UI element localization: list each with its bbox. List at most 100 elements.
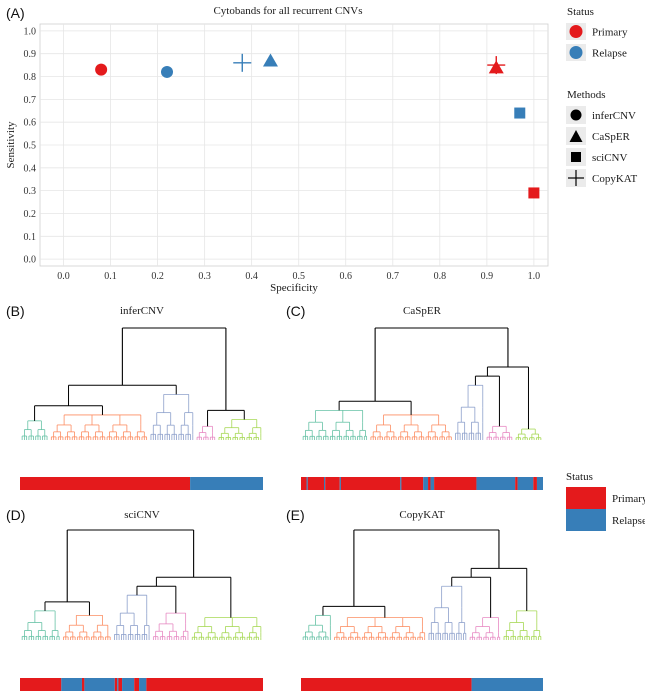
- dendrogram-cluster: [114, 594, 150, 640]
- dendrogram-cluster: [486, 425, 513, 440]
- panel-label-c: (C): [286, 303, 305, 319]
- panel-label-a: (A): [6, 5, 25, 21]
- status-segment-relapse: [339, 477, 341, 490]
- panel-label-d: (D): [6, 507, 25, 523]
- status-segment-primary: [81, 678, 85, 691]
- legend-infercnv-circle-icon: [570, 109, 582, 121]
- dendrogram-cluster: [302, 409, 368, 440]
- legend-relapse-swatch: [569, 46, 583, 59]
- legend-copykat-label: CopyKAT: [592, 173, 638, 185]
- dendrogram-cluster: [21, 420, 48, 440]
- legend-methods: Methods inferCNV CaSpER sciCNV CopyKAT: [566, 89, 638, 187]
- dendrogram-cluster: [152, 612, 189, 640]
- dendrogram-cluster: [302, 614, 331, 640]
- dendrogram-cluster: [455, 384, 484, 440]
- x-axis-title: Specificity: [270, 282, 318, 294]
- dendrogram-title-casper: CaSpER: [403, 305, 442, 317]
- point-casper-relapse: [262, 53, 278, 67]
- status-segment-relapse: [117, 678, 119, 691]
- dendrogram-title-scicnv: sciCNV: [124, 509, 160, 521]
- dendrogram-cluster: [370, 414, 452, 440]
- legend-bar-primary-swatch: [566, 487, 606, 509]
- dendrogram-cluster: [218, 419, 262, 440]
- x-tick-label: 0.6: [339, 271, 352, 282]
- gridlines: [40, 24, 548, 266]
- scatter-title: Cytobands for all recurrent CNVs: [213, 5, 362, 17]
- legend-casper-label: CaSpER: [592, 131, 631, 143]
- status-segment-relapse: [423, 477, 429, 490]
- dendrogram-infercnv: [21, 327, 262, 440]
- legend-methods-title: Methods: [567, 89, 606, 101]
- point-scicnv-relapse: [514, 107, 526, 119]
- dendrogram-casper: [302, 327, 542, 440]
- point-scicnv-primary: [528, 187, 540, 199]
- status-bar-scicnv: [20, 678, 263, 691]
- legend-infercnv-label: inferCNV: [592, 110, 636, 122]
- status-segment-relapse: [139, 678, 147, 691]
- y-tick-label: 0.3: [24, 186, 37, 197]
- dendrogram-cluster: [196, 425, 216, 440]
- status-segment-primary: [20, 477, 191, 490]
- point-infercnv-primary: [95, 63, 108, 76]
- x-tick-label: 0.5: [292, 271, 305, 282]
- y-tick-label: 0.4: [24, 163, 37, 174]
- status-segment-primary: [301, 477, 307, 490]
- status-segment-relapse: [517, 477, 534, 490]
- x-axis-ticks: 0.0 0.1 0.2 0.3 0.4 0.5 0.6 0.7 0.8 0.9 1.0: [57, 271, 540, 282]
- y-tick-label: 0.8: [24, 72, 37, 83]
- data-points: [95, 53, 540, 199]
- x-tick-label: 0.9: [481, 271, 494, 282]
- status-segment-relapse: [122, 678, 135, 691]
- x-tick-label: 0.3: [198, 271, 211, 282]
- dendrogram-copykat: [302, 529, 542, 640]
- point-copykat-relapse: [233, 53, 252, 72]
- y-tick-label: 0.5: [24, 141, 37, 152]
- y-tick-label: 1.0: [24, 26, 37, 37]
- dendrogram-cluster: [50, 414, 148, 440]
- dendrogram-title-copykat: CopyKAT: [399, 509, 445, 521]
- legend-primary-swatch: [569, 25, 583, 38]
- status-segment-primary: [340, 477, 401, 490]
- x-tick-label: 0.1: [104, 271, 117, 282]
- dendrogram-cluster: [63, 614, 111, 640]
- status-segment-primary: [401, 477, 424, 490]
- dendrogram-cluster: [191, 617, 262, 640]
- legend-casper-triangle-icon: [569, 130, 583, 142]
- legend-bar-status: Status Primary Relapse: [566, 471, 645, 531]
- legend-scicnv-square-icon: [571, 152, 581, 162]
- x-tick-label: 0.0: [57, 271, 70, 282]
- dendrogram-cluster: [469, 617, 501, 640]
- status-segment-primary: [301, 678, 472, 691]
- y-tick-label: 0.0: [24, 255, 37, 266]
- status-segment-relapse: [84, 678, 115, 691]
- dendrogram-cluster: [503, 610, 542, 640]
- x-tick-label: 0.8: [434, 271, 447, 282]
- status-bar-casper: [301, 477, 543, 490]
- legend-bar-status-title: Status: [566, 471, 593, 483]
- status-segment-primary: [533, 477, 537, 490]
- dendrogram-title-infercnv: inferCNV: [120, 305, 164, 317]
- status-segment-primary: [134, 678, 140, 691]
- y-axis-ticks: 0.0 0.1 0.2 0.3 0.4 0.5 0.6 0.7 0.8 0.9 1.0: [24, 26, 37, 265]
- status-segment-primary: [325, 477, 340, 490]
- y-tick-label: 0.1: [24, 232, 37, 243]
- status-segment-primary: [118, 678, 123, 691]
- legend-status: Status Primary Relapse: [566, 6, 628, 61]
- y-tick-label: 0.2: [24, 209, 37, 220]
- status-segment-primary: [114, 678, 118, 691]
- status-segment-primary: [434, 477, 477, 490]
- dendrogram-cluster: [21, 610, 60, 640]
- x-tick-label: 0.2: [151, 271, 164, 282]
- status-segment-relapse: [476, 477, 516, 490]
- point-infercnv-relapse: [161, 65, 173, 78]
- y-tick-label: 0.6: [24, 118, 37, 129]
- y-axis-title: Sensitivity: [5, 121, 17, 169]
- status-segment-relapse: [61, 678, 82, 691]
- status-segment-primary: [428, 477, 431, 490]
- dendrogram-scicnv: [21, 529, 262, 640]
- dendrogram-cluster: [150, 393, 194, 440]
- x-tick-label: 1.0: [528, 271, 541, 282]
- point-copykat-primary: [487, 56, 506, 75]
- status-bar-copykat: [301, 678, 543, 691]
